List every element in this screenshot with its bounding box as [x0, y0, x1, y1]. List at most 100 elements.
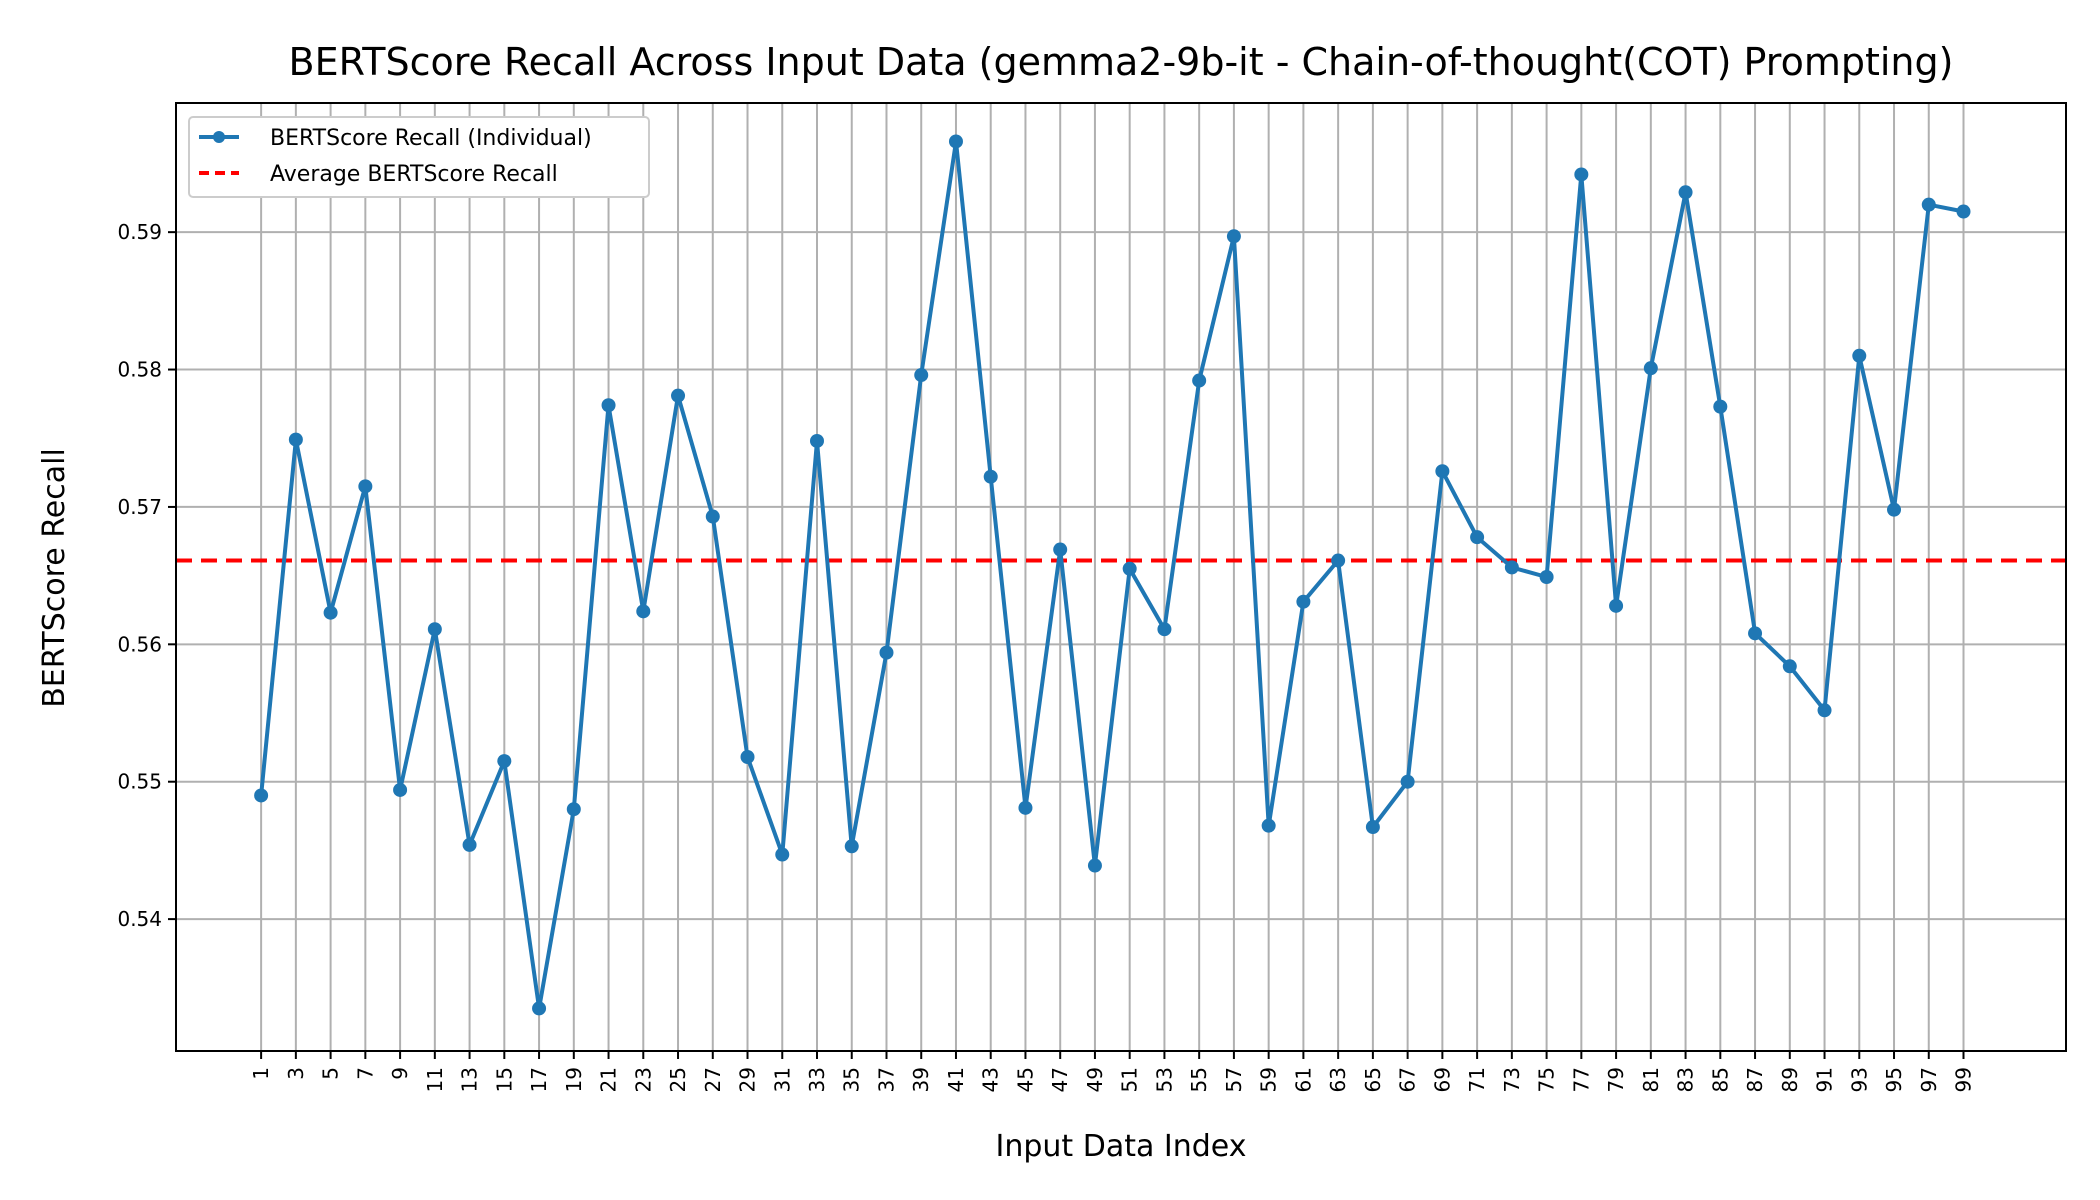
data-point — [948, 134, 963, 149]
x-tick-label: 79 — [1604, 1067, 1628, 1092]
x-tick-label: 77 — [1569, 1067, 1593, 1092]
data-point — [914, 368, 929, 383]
x-tick-label: 35 — [840, 1067, 864, 1092]
series-line — [259, 139, 1964, 1011]
y-axis-ticks: 0.54 0.55 0.56 0.57 0.58 0.59 — [117, 220, 176, 931]
x-tick-label: 55 — [1187, 1067, 1211, 1092]
data-point — [393, 782, 408, 797]
data-point — [1678, 185, 1693, 200]
x-tick-label: 5 — [319, 1067, 343, 1080]
x-tick-label: 1 — [249, 1067, 273, 1080]
y-tick-label: 0.59 — [117, 220, 162, 244]
data-point — [1087, 858, 1102, 873]
data-point — [601, 398, 616, 413]
data-point — [1470, 530, 1485, 545]
data-point — [705, 509, 720, 524]
x-tick-label: 15 — [492, 1067, 516, 1092]
x-axis-ticks: 1 3 5 7 9 11 13 15 17 19 21 23 25 27 29 31 33 35 37 39 41 43 4… — [249, 1051, 1976, 1092]
x-tick-label: 83 — [1674, 1067, 1698, 1092]
x-tick-label: 87 — [1743, 1067, 1767, 1092]
x-tick-label: 67 — [1396, 1067, 1420, 1092]
data-point — [1887, 502, 1902, 517]
data-point — [462, 837, 477, 852]
y-tick-label: 0.56 — [117, 632, 162, 656]
x-tick-label: 33 — [805, 1067, 829, 1092]
data-point — [288, 432, 303, 447]
data-point — [1331, 553, 1346, 568]
x-tick-label: 65 — [1361, 1067, 1385, 1092]
data-point — [1539, 570, 1554, 584]
x-tick-label: 17 — [527, 1067, 551, 1092]
y-tick-label: 0.57 — [117, 495, 162, 519]
x-tick-label: 43 — [979, 1067, 1003, 1092]
x-tick-label: 89 — [1778, 1067, 1802, 1092]
x-tick-label: 23 — [631, 1067, 655, 1092]
data-point — [427, 622, 442, 637]
data-point — [1435, 464, 1450, 479]
data-points — [254, 134, 1971, 1016]
data-point — [1574, 167, 1589, 182]
data-point — [1782, 659, 1797, 674]
x-tick-label: 61 — [1291, 1067, 1315, 1092]
data-point — [1400, 774, 1415, 789]
x-tick-label: 73 — [1500, 1067, 1524, 1092]
x-tick-label: 11 — [423, 1067, 447, 1092]
x-tick-label: 91 — [1813, 1067, 1837, 1092]
x-tick-label: 71 — [1465, 1067, 1489, 1092]
x-tick-label: 45 — [1013, 1067, 1037, 1092]
data-point — [810, 433, 825, 448]
x-tick-label: 27 — [701, 1067, 725, 1092]
x-tick-label: 75 — [1535, 1067, 1559, 1092]
x-gridlines — [260, 103, 1965, 1051]
x-tick-label: 9 — [388, 1067, 412, 1080]
chart-title: BERTScore Recall Across Input Data (gemm… — [289, 40, 1954, 84]
x-tick-label: 39 — [909, 1067, 933, 1092]
data-point — [1748, 626, 1763, 641]
data-point — [1504, 560, 1519, 575]
data-point — [254, 788, 269, 803]
data-point — [1122, 561, 1137, 576]
x-tick-label: 49 — [1083, 1067, 1107, 1092]
y-tick-label: 0.55 — [117, 770, 162, 794]
data-point — [671, 388, 686, 403]
data-point — [566, 802, 581, 817]
x-tick-label: 47 — [1048, 1067, 1072, 1092]
x-tick-label: 31 — [770, 1067, 794, 1092]
x-tick-label: 19 — [562, 1067, 586, 1092]
x-tick-label: 63 — [1326, 1067, 1350, 1092]
x-tick-label: 99 — [1952, 1067, 1976, 1092]
x-tick-label: 85 — [1708, 1067, 1732, 1092]
data-point — [740, 749, 755, 764]
data-point — [844, 839, 859, 854]
legend-marker-individual — [213, 131, 225, 143]
data-point — [983, 469, 998, 484]
data-point — [1921, 197, 1936, 212]
legend-label-individual: BERTScore Recall (Individual) — [270, 126, 592, 151]
data-point — [1226, 229, 1241, 244]
data-point — [879, 645, 894, 660]
data-point — [323, 605, 338, 620]
x-tick-label: 3 — [284, 1067, 308, 1080]
x-tick-label: 95 — [1882, 1067, 1906, 1092]
legend-box — [188, 116, 650, 198]
legend-label-average: Average BERTScore Recall — [270, 162, 558, 187]
x-tick-label: 97 — [1917, 1067, 1941, 1092]
x-tick-label: 51 — [1118, 1067, 1142, 1092]
y-axis-label: BERTScore Recall — [37, 448, 72, 708]
y-tick-label: 0.54 — [117, 907, 162, 931]
data-point — [1609, 598, 1624, 613]
plot-frame — [175, 102, 2067, 1052]
data-point — [1713, 399, 1728, 414]
data-point — [1018, 800, 1033, 815]
data-point — [1192, 373, 1207, 388]
x-tick-label: 69 — [1430, 1067, 1454, 1092]
x-tick-label: 57 — [1222, 1067, 1246, 1092]
data-point — [775, 847, 790, 862]
data-point — [1053, 542, 1068, 557]
data-point — [1261, 818, 1276, 833]
x-tick-label: 41 — [944, 1067, 968, 1092]
x-tick-label: 21 — [597, 1067, 621, 1092]
data-point — [636, 604, 651, 619]
data-point — [1157, 622, 1172, 637]
